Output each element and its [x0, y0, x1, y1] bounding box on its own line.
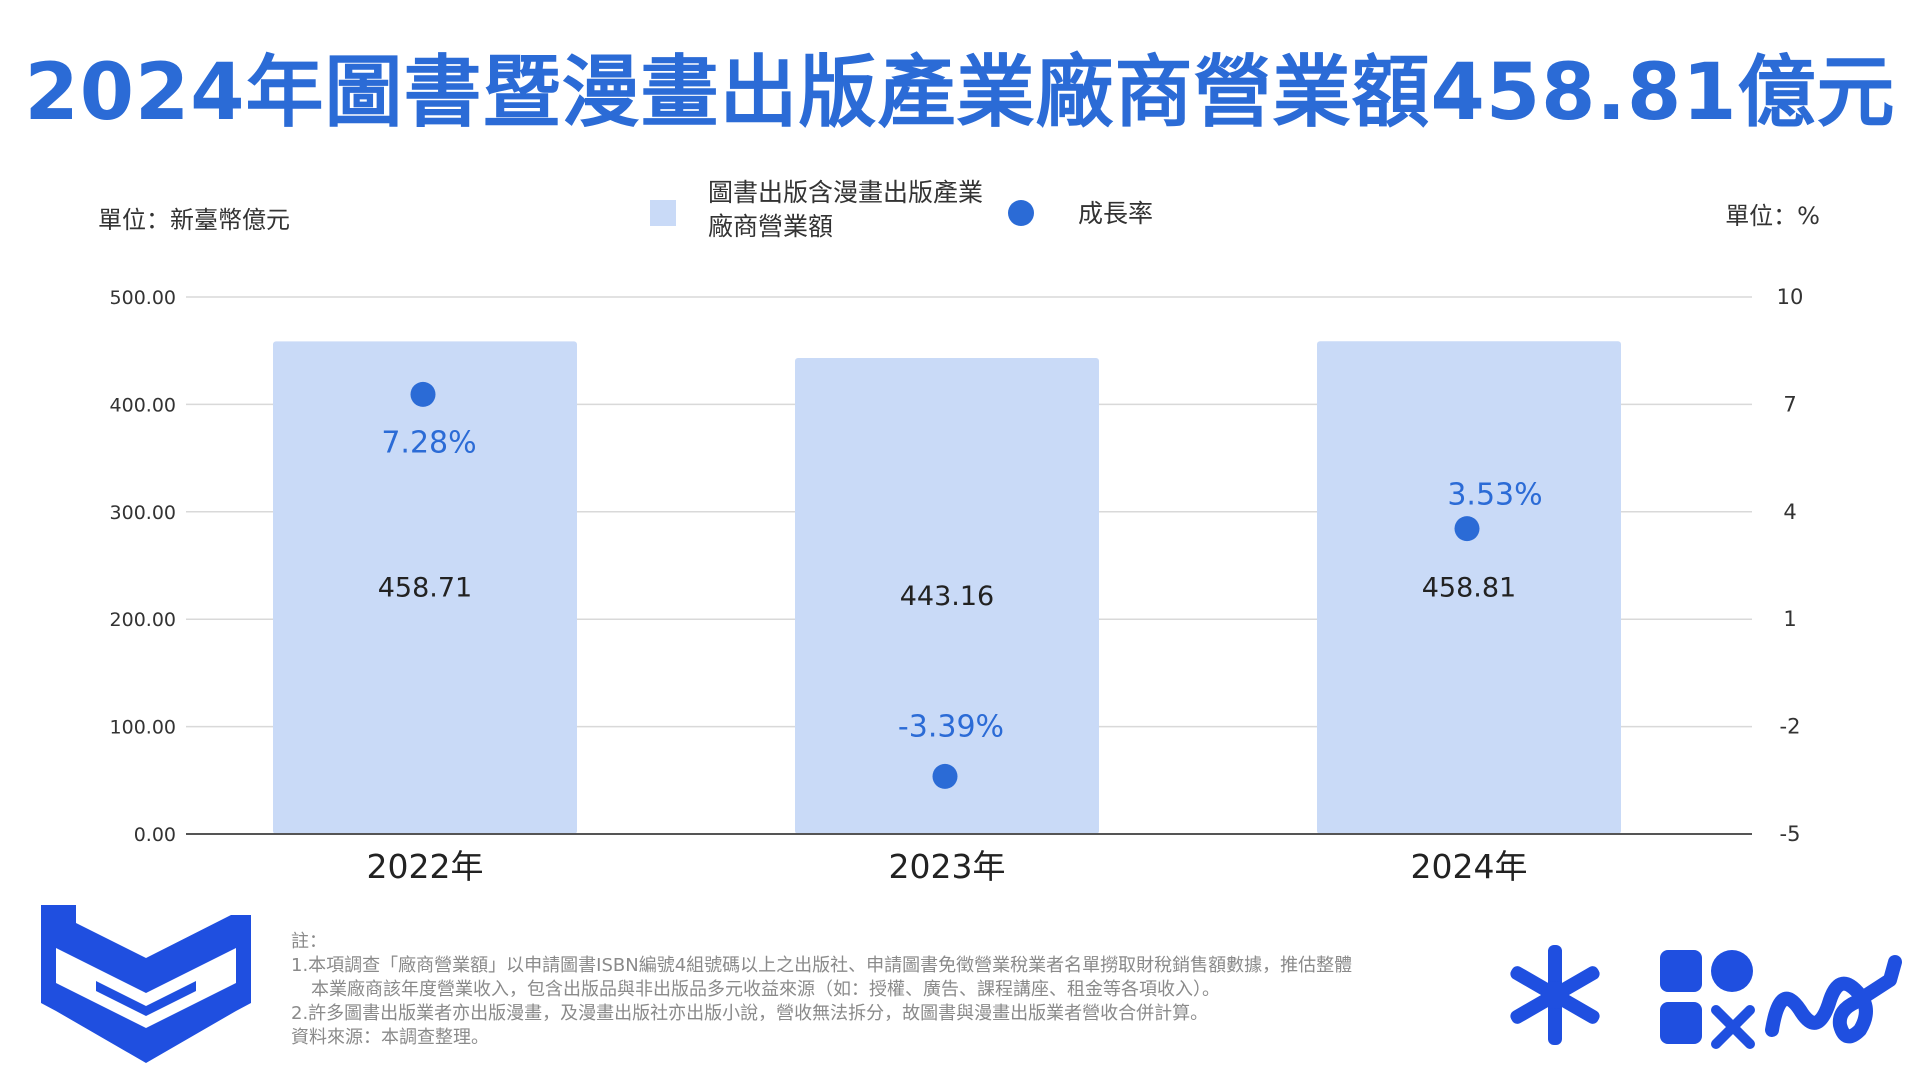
- right-axis-unit: 單位：%: [1725, 202, 1820, 230]
- y-right-tick-label: -5: [1780, 822, 1801, 846]
- y-left-tick-label: 100.00: [110, 717, 176, 739]
- legend: 圖書出版含漫畫出版產業廠商營業額 成長率: [650, 176, 1210, 246]
- y-left-tick-label: 400.00: [110, 394, 176, 416]
- y-right-tick-label: 7: [1783, 392, 1796, 416]
- footnote-1: 1.本項調查「廠商營業額」以申請圖書ISBN編號4組號碼以上之出版社、申請圖書免…: [291, 955, 1353, 976]
- footnotes: 註： 1.本項調查「廠商營業額」以申請圖書ISBN編號4組號碼以上之出版社、申請…: [291, 930, 1511, 1050]
- y-left-tick-label: 300.00: [110, 502, 176, 524]
- footnote-2: 2.許多圖書出版業者亦出版漫畫，及漫畫出版社亦出版小說，營收無法拆分，故圖書與漫…: [291, 1003, 1209, 1024]
- x-tick-label: 2023年: [889, 847, 1006, 886]
- data-source: 資料來源：本調查整理。: [291, 1027, 489, 1048]
- y-right-tick-label: 4: [1783, 500, 1796, 524]
- bar: [795, 358, 1099, 834]
- growth-rate-point: [1454, 516, 1480, 542]
- growth-rate-label: 3.53%: [1447, 478, 1542, 513]
- growth-rate-point: [410, 381, 436, 407]
- bar-value-label: 443.16: [900, 581, 994, 612]
- y-right-tick-label: 1: [1783, 607, 1796, 631]
- legend-dot-marker: [1008, 200, 1034, 226]
- legend-bar-swatch: [650, 200, 676, 226]
- y-left-tick-label: 0.00: [134, 824, 176, 846]
- book-logo: [41, 905, 251, 1063]
- y-left-tick-label: 200.00: [110, 609, 176, 631]
- footnote-1-cont: 本業廠商該年度營業收入，包含出版品與非出版品多元收益來源（如：授權、廣告、課程講…: [311, 979, 1220, 1000]
- y-right-tick-label: -2: [1780, 715, 1801, 739]
- growth-rate-point: [932, 763, 958, 789]
- growth-rate-label: 7.28%: [381, 425, 476, 460]
- left-axis-unit: 單位：新臺幣億元: [98, 206, 290, 234]
- x-tick-label: 2024年: [1411, 847, 1528, 886]
- y-right-tick-label: 10: [1777, 285, 1804, 309]
- footnote-header: 註：: [291, 931, 327, 952]
- growth-rate-label: -3.39%: [898, 709, 1004, 744]
- y-left-tick-label: 500.00: [110, 287, 176, 309]
- bar: [1317, 341, 1621, 834]
- legend-bar-label: 圖書出版含漫畫出版產業廠商營業額: [708, 178, 984, 241]
- legend-dot-label: 成長率: [1078, 199, 1154, 228]
- bar: [273, 341, 577, 834]
- chart-title: 2024年圖書暨漫畫出版產業廠商營業額458.81億元: [24, 48, 1896, 138]
- x-tick-label: 2022年: [367, 847, 484, 886]
- bar-value-label: 458.81: [1422, 573, 1516, 604]
- bar-value-label: 458.71: [378, 573, 472, 604]
- brand-icons-logo: [1510, 945, 1902, 1049]
- combo-chart: 0.00 100.00 200.00 300.00 400.00 500.00 -5 -2 1 4…: [110, 285, 1804, 886]
